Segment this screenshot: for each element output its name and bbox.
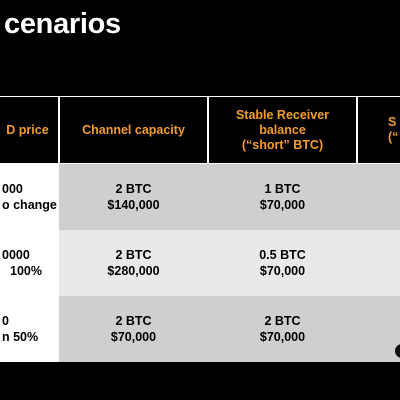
scenarios-table: D price Channel capacity Stable Receiver… xyxy=(0,96,400,368)
row-3-capacity-usd: $70,000 xyxy=(110,330,157,344)
row-3-price-line-2: n 50% xyxy=(2,330,39,344)
row-3-receiver-usd: $70,000 xyxy=(259,330,306,344)
row-1-partial-cell xyxy=(357,164,400,230)
row-2-partial-cell xyxy=(357,230,400,296)
row-1-receiver-btc: 1 BTC xyxy=(264,182,301,196)
header-stable-receiver-line-2: balance xyxy=(259,122,306,137)
header-usd-price-line-1: D price xyxy=(6,122,49,137)
header-usd-price: D price xyxy=(0,96,59,164)
header-partial-line-1: S xyxy=(388,115,397,129)
row-2-usd-price: 0000 100% xyxy=(0,230,59,296)
row-1-receiver-balance: 1 BTC $70,000 xyxy=(208,164,357,230)
row-2-capacity-btc: 2 BTC xyxy=(115,248,152,262)
header-channel-capacity-line-1: Channel capacity xyxy=(82,122,185,137)
row-3-receiver-balance: 2 BTC $70,000 xyxy=(208,296,357,362)
row-1-price-line-2: o change xyxy=(2,198,57,212)
cursor-dot-icon xyxy=(395,344,400,358)
row-3-receiver-btc: 2 BTC xyxy=(264,314,301,328)
row-3-partial-cell xyxy=(357,296,400,362)
row-2-receiver-usd: $70,000 xyxy=(259,264,306,278)
row-3-capacity-btc: 2 BTC xyxy=(115,314,152,328)
row-2-capacity-usd: $280,000 xyxy=(107,264,160,278)
row-1-capacity-usd: $140,000 xyxy=(107,198,160,212)
row-2-price-line-2: 100% xyxy=(10,264,42,278)
row-1-usd-price: 000 o change xyxy=(0,164,59,230)
header-stable-receiver-line-1: Stable Receiver xyxy=(235,107,330,122)
header-partial-line-2: (“ xyxy=(388,130,399,144)
row-1-capacity-btc: 2 BTC xyxy=(115,182,152,196)
header-stable-receiver-balance: Stable Receiver balance (“short” BTC) xyxy=(208,96,357,164)
row-3-usd-price: 0 n 50% xyxy=(0,296,59,362)
header-stable-receiver-line-3: (“short” BTC) xyxy=(241,137,324,152)
row-2-channel-capacity: 2 BTC $280,000 xyxy=(59,230,208,296)
header-channel-capacity: Channel capacity xyxy=(59,96,208,164)
row-3-channel-capacity: 2 BTC $70,000 xyxy=(59,296,208,362)
header-stable-provider-partial: S (“ xyxy=(357,96,400,164)
slide-title: cenarios xyxy=(4,8,121,40)
row-1-price-line-1: 000 xyxy=(2,182,23,196)
row-1-channel-capacity: 2 BTC $140,000 xyxy=(59,164,208,230)
row-3-price-line-1: 0 xyxy=(2,314,9,328)
row-1-receiver-usd: $70,000 xyxy=(259,198,306,212)
row-2-receiver-balance: 0.5 BTC $70,000 xyxy=(208,230,357,296)
row-2-price-line-1: 0000 xyxy=(2,248,30,262)
row-2-receiver-btc: 0.5 BTC xyxy=(259,248,306,262)
